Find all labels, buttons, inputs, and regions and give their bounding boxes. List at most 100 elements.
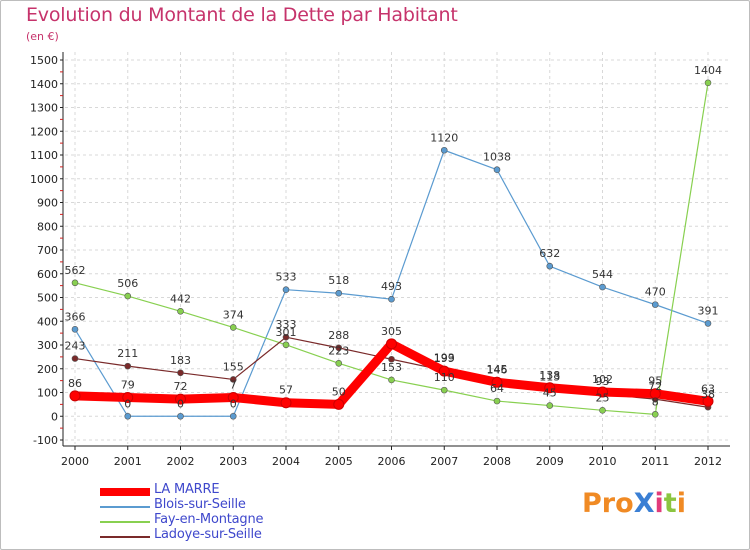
data-point xyxy=(229,324,237,331)
data-label: 50 xyxy=(332,385,346,398)
data-point xyxy=(227,391,239,403)
data-label: 366 xyxy=(65,310,86,323)
data-label: 374 xyxy=(223,308,244,321)
logo-letter: P xyxy=(582,488,602,519)
data-point xyxy=(122,391,134,403)
x-tick-label: 2006 xyxy=(378,455,406,468)
x-tick-label: 2002 xyxy=(167,455,195,468)
data-point xyxy=(493,397,501,405)
data-point xyxy=(282,286,290,293)
legend-swatch xyxy=(100,506,150,508)
x-tick-label: 2012 xyxy=(694,455,722,468)
data-point xyxy=(440,146,448,154)
data-point xyxy=(71,355,79,362)
data-point xyxy=(651,411,659,418)
data-point xyxy=(335,344,343,352)
data-point xyxy=(388,355,395,363)
data-label: 0 xyxy=(177,397,184,410)
proxiti-logo: ProXiti xyxy=(582,488,686,519)
data-label: 199 xyxy=(434,352,455,365)
data-label: 0 xyxy=(230,397,237,410)
data-label: 113 xyxy=(539,370,560,383)
data-label: 1120 xyxy=(430,131,458,144)
data-point xyxy=(546,402,554,409)
data-point xyxy=(282,333,290,341)
data-label: 470 xyxy=(645,286,666,299)
legend-label: Blois-sur-Seille xyxy=(154,497,246,512)
legend-swatch xyxy=(100,536,150,538)
data-label: 211 xyxy=(117,347,138,360)
data-point xyxy=(546,262,554,270)
data-point xyxy=(177,307,184,315)
logo-letter: X xyxy=(633,488,655,519)
data-label: 223 xyxy=(328,344,349,357)
data-point xyxy=(229,412,237,420)
data-label: 193 xyxy=(434,351,455,364)
data-label: 506 xyxy=(117,277,138,290)
data-point xyxy=(597,386,608,398)
data-label: 57 xyxy=(279,384,293,397)
chart-title: Evolution du Montant de la Dette par Hab… xyxy=(26,4,458,26)
data-point xyxy=(71,326,79,333)
data-label: 93 xyxy=(596,375,610,388)
data-label: 1404 xyxy=(694,64,722,77)
y-tick-label: 1400 xyxy=(30,78,58,91)
data-point xyxy=(229,376,237,383)
data-point xyxy=(280,397,292,409)
data-point xyxy=(651,301,659,308)
data-point xyxy=(704,320,712,327)
x-tick-label: 2008 xyxy=(483,455,511,468)
data-label: 153 xyxy=(381,361,402,374)
data-label: 0 xyxy=(124,397,131,410)
x-tick-label: 2000 xyxy=(61,455,89,468)
data-point xyxy=(388,376,395,384)
y-tick-label: 1300 xyxy=(30,102,58,115)
y-tick-label: 1200 xyxy=(30,125,58,138)
data-label: 288 xyxy=(328,329,349,342)
legend-swatch xyxy=(100,488,150,496)
logo-letter: i xyxy=(676,488,686,519)
data-label: 391 xyxy=(698,304,719,317)
y-tick-label: 100 xyxy=(37,387,58,400)
legend-swatch xyxy=(100,521,150,523)
data-point xyxy=(175,393,186,405)
data-point xyxy=(493,166,501,174)
data-label: 333 xyxy=(276,318,297,331)
data-label: 632 xyxy=(539,247,560,260)
x-tick-label: 2011 xyxy=(641,455,669,468)
legend-label: Ladoye-sur-Seille xyxy=(154,527,262,542)
data-point xyxy=(177,369,184,377)
data-point xyxy=(124,412,132,420)
data-point xyxy=(282,341,290,349)
data-point xyxy=(71,279,79,287)
data-label: 146 xyxy=(487,363,508,376)
legend-label: LA MARRE xyxy=(154,482,220,497)
data-point xyxy=(335,289,343,297)
data-point xyxy=(386,338,397,350)
data-point xyxy=(649,388,661,400)
data-label: 72 xyxy=(648,380,662,393)
data-label: 544 xyxy=(592,268,613,281)
data-label: 155 xyxy=(223,360,244,373)
data-label: 38 xyxy=(701,388,715,401)
logo-letter: t xyxy=(663,488,677,519)
data-label: 183 xyxy=(170,354,191,367)
y-tick-label: 800 xyxy=(37,220,58,233)
data-label: 145 xyxy=(487,363,508,376)
y-tick-label: 300 xyxy=(37,339,58,352)
x-tick-label: 2001 xyxy=(114,455,142,468)
logo-letter: i xyxy=(654,488,664,519)
data-label: 102 xyxy=(592,373,613,386)
data-label: 533 xyxy=(276,271,297,284)
y-tick-label: 200 xyxy=(37,363,58,376)
data-point xyxy=(438,365,450,377)
data-label: 79 xyxy=(121,378,135,391)
data-label: 8 xyxy=(652,395,659,408)
data-point xyxy=(124,292,132,300)
y-tick-label: -100 xyxy=(33,434,58,447)
data-label: 138 xyxy=(539,369,560,382)
data-label: 442 xyxy=(170,292,191,305)
data-label: 7 xyxy=(230,378,237,391)
data-label: 110 xyxy=(434,371,455,384)
legend-item-fay-en-montagne: Fay-en-Montagne xyxy=(100,512,360,529)
